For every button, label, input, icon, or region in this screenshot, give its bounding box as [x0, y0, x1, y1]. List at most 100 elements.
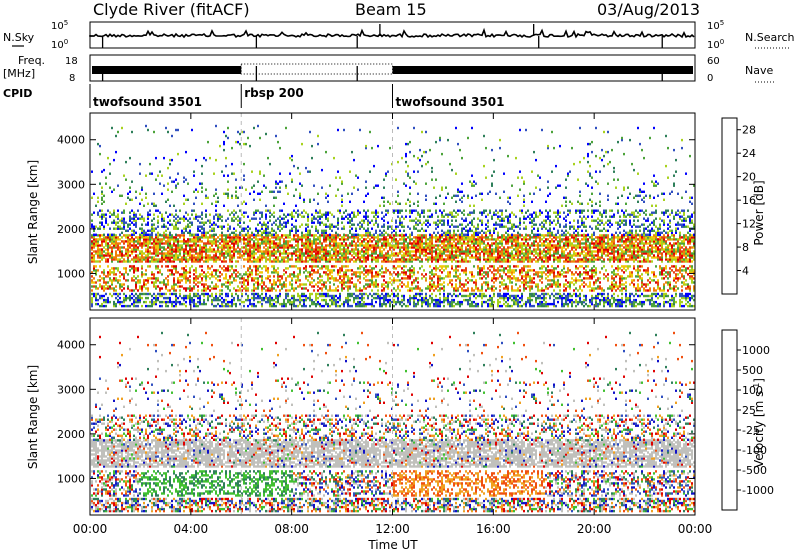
power-cell	[421, 246, 423, 249]
power-cell	[309, 238, 311, 241]
power-cell	[257, 234, 259, 237]
power-cell	[401, 209, 403, 212]
power-cell	[333, 296, 335, 300]
power-cell	[349, 269, 351, 272]
power-cell	[277, 140, 279, 144]
power-cell	[297, 285, 299, 288]
power-cell	[431, 244, 433, 247]
power-cell	[289, 156, 291, 160]
power-cell	[221, 219, 223, 222]
power-cell	[225, 256, 227, 259]
power-cell	[125, 240, 127, 243]
power-cell	[261, 287, 263, 290]
power-cell	[197, 260, 199, 263]
power-cell	[95, 294, 97, 298]
power-cell	[279, 254, 281, 257]
power-cell	[213, 260, 215, 263]
power-cell	[175, 267, 177, 270]
power-cell	[229, 240, 231, 243]
power-cell	[105, 300, 107, 304]
power-cell	[235, 217, 237, 220]
power-cell	[161, 273, 163, 276]
power-cell	[289, 265, 291, 268]
power-cell	[399, 221, 401, 224]
power-cell	[167, 221, 169, 224]
power-cell	[311, 285, 313, 288]
power-cell	[251, 273, 253, 276]
power-cell	[231, 240, 233, 243]
power-cell	[231, 267, 233, 270]
power-cell	[415, 242, 417, 245]
power-cell	[171, 287, 173, 290]
power-cell	[323, 250, 325, 253]
power-cell	[185, 294, 187, 298]
power-cell	[271, 304, 273, 308]
power-cell	[397, 209, 399, 212]
power-cell	[375, 219, 377, 222]
power-cell	[359, 281, 361, 284]
power-cell	[205, 221, 207, 224]
power-cell	[177, 279, 179, 282]
power-cell	[175, 258, 177, 261]
power-cell	[149, 260, 151, 263]
power-cell	[257, 229, 259, 232]
power-cell	[315, 296, 317, 300]
power-cell	[117, 242, 119, 245]
power-cell	[241, 250, 243, 253]
power-cell	[225, 236, 227, 239]
power-cell	[235, 292, 237, 296]
power-cell	[257, 300, 259, 304]
power-cell	[371, 298, 373, 302]
power-cell	[195, 258, 197, 261]
power-cell	[199, 236, 201, 239]
power-cell	[271, 271, 273, 274]
power-cell	[409, 300, 411, 304]
power-cell	[349, 170, 351, 173]
power-cell	[451, 252, 453, 255]
power-cell	[225, 273, 227, 276]
power-cell	[245, 248, 247, 251]
power-cell	[243, 162, 245, 166]
power-cell	[259, 275, 261, 278]
power-cell	[97, 248, 99, 251]
power-cell	[315, 304, 317, 308]
power-cell	[271, 233, 273, 236]
power-cell	[325, 292, 327, 296]
power-cell	[363, 277, 365, 280]
power-cell	[101, 271, 103, 274]
power-cell	[393, 298, 395, 302]
power-cell	[273, 244, 275, 247]
freq-trace	[92, 63, 693, 81]
power-cell	[125, 236, 127, 239]
power-cell	[161, 215, 163, 218]
power-cell	[185, 260, 187, 263]
power-cell	[305, 223, 307, 226]
power-cell	[193, 287, 195, 290]
power-cell	[135, 254, 137, 257]
power-cell	[303, 246, 305, 249]
power-cell	[251, 292, 253, 296]
power-cell	[139, 227, 141, 230]
power-cell	[219, 144, 221, 148]
power-cell	[91, 292, 93, 296]
power-cell	[443, 300, 445, 304]
power-cell	[417, 277, 419, 280]
power-cell	[151, 242, 153, 245]
power-cell	[231, 231, 233, 234]
power-cell	[387, 209, 389, 212]
power-cell	[183, 258, 185, 261]
power-cell	[375, 273, 377, 276]
power-cell	[355, 229, 357, 232]
power-cell	[435, 178, 437, 181]
power-cell	[95, 281, 97, 284]
power-cell	[325, 225, 327, 228]
power-cell	[229, 289, 231, 292]
power-cell	[409, 215, 411, 218]
power-cell	[401, 223, 403, 226]
power-cell	[367, 234, 369, 237]
power-cell	[319, 242, 321, 245]
power-cell	[217, 244, 219, 247]
power-cell	[239, 252, 241, 255]
power-cell	[305, 246, 307, 249]
power-cell	[397, 273, 399, 276]
